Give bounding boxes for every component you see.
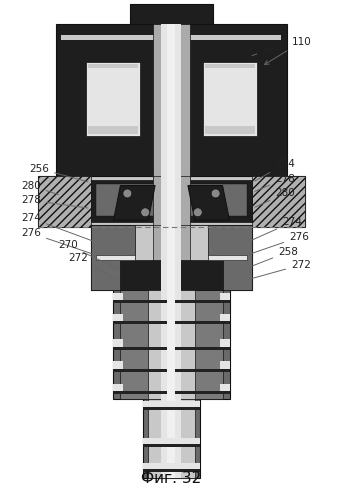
Bar — [252, 176, 305, 227]
Bar — [208, 255, 247, 260]
Text: 272: 272 — [250, 260, 311, 279]
Bar — [120, 260, 223, 290]
Bar — [61, 35, 281, 40]
Bar — [153, 225, 190, 290]
Bar — [38, 176, 91, 227]
Bar — [114, 321, 229, 324]
Bar — [120, 290, 223, 399]
Bar — [143, 439, 200, 446]
Bar — [161, 225, 181, 290]
Text: 272: 272 — [68, 253, 118, 280]
Text: 280: 280 — [255, 189, 295, 207]
Bar — [143, 401, 200, 408]
Bar — [114, 314, 123, 322]
Text: 280: 280 — [21, 181, 58, 195]
Bar — [161, 24, 181, 178]
Bar — [135, 225, 208, 290]
Bar — [161, 290, 181, 399]
Bar — [91, 180, 252, 222]
Bar — [91, 225, 135, 290]
Bar — [220, 384, 229, 392]
Bar — [167, 290, 175, 399]
Bar — [203, 61, 257, 136]
Bar — [205, 126, 255, 134]
Bar — [220, 361, 229, 369]
Circle shape — [193, 208, 202, 217]
Bar — [114, 290, 229, 399]
Bar — [114, 347, 229, 350]
Bar — [167, 225, 175, 290]
Bar — [114, 369, 229, 372]
Bar — [130, 4, 213, 26]
Bar — [167, 399, 175, 478]
Bar — [161, 176, 181, 227]
Bar — [220, 314, 229, 322]
Text: 270: 270 — [252, 43, 282, 56]
Bar — [114, 339, 123, 347]
Text: 278: 278 — [21, 196, 88, 208]
Text: 276: 276 — [21, 228, 93, 254]
Bar — [88, 126, 138, 134]
Polygon shape — [114, 186, 155, 220]
Bar — [153, 176, 190, 227]
Text: 254: 254 — [255, 159, 295, 181]
Text: 258: 258 — [250, 247, 298, 267]
Bar — [148, 290, 195, 399]
Bar — [161, 399, 181, 478]
Text: 278: 278 — [255, 174, 295, 192]
Bar — [143, 407, 200, 410]
Circle shape — [211, 189, 220, 198]
Bar — [114, 384, 123, 392]
Bar — [114, 391, 229, 394]
Bar — [86, 61, 140, 136]
Bar — [38, 176, 305, 227]
Bar — [143, 463, 200, 470]
Bar — [220, 339, 229, 347]
Bar — [114, 361, 123, 369]
Bar — [167, 176, 175, 227]
Text: 110: 110 — [264, 37, 312, 64]
Bar — [91, 225, 252, 290]
Bar — [220, 292, 229, 300]
Bar — [143, 469, 200, 472]
Circle shape — [141, 208, 150, 217]
Bar — [148, 399, 195, 478]
Bar — [114, 292, 123, 300]
Bar — [167, 24, 175, 178]
Circle shape — [123, 189, 132, 198]
Bar — [205, 63, 255, 68]
Bar — [153, 24, 190, 178]
Text: 270: 270 — [58, 240, 118, 268]
Bar — [88, 63, 138, 68]
Text: Фиг. 32: Фиг. 32 — [141, 471, 201, 486]
Bar — [114, 299, 229, 302]
Bar — [96, 255, 135, 260]
Text: 256: 256 — [29, 164, 88, 182]
Text: 274: 274 — [21, 213, 93, 241]
Bar — [96, 184, 247, 216]
Text: 276: 276 — [250, 232, 309, 254]
Polygon shape — [188, 186, 229, 220]
Bar — [56, 24, 287, 176]
Bar — [143, 445, 200, 448]
Text: 274: 274 — [250, 217, 302, 241]
Bar — [143, 399, 200, 478]
Bar — [208, 225, 252, 290]
